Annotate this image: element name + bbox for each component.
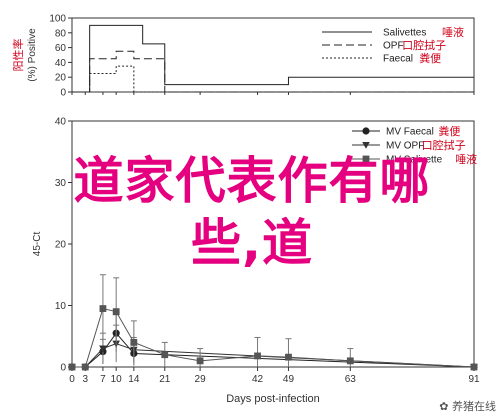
data-point-square (254, 352, 261, 360)
top-legend-label: Faecal (383, 54, 413, 65)
data-point-square (161, 351, 169, 359)
bottom-x-tick-label: 29 (195, 374, 207, 385)
data-point-triangle (99, 345, 107, 353)
bottom-x-tick-label: 7 (100, 374, 106, 385)
data-point-square (362, 155, 370, 163)
bottom-y-tick-label: 40 (55, 117, 67, 128)
top-y-tick-label: 20 (55, 73, 67, 84)
bottom-x-tick-label: 91 (468, 374, 480, 385)
bottom-x-tick-label: 0 (69, 374, 75, 385)
bottom-legend-label: MV Salivette (386, 155, 443, 166)
bottom-legend-label-cn: 唾液 (455, 152, 477, 166)
watermark-text: 养猪在线 (452, 400, 496, 413)
top-legend-label-cn: 粪便 (419, 51, 441, 65)
top-y-axis-label: 阳性率 (11, 39, 25, 72)
bottom-x-tick-label: 49 (283, 374, 295, 385)
bottom-x-tick-label: 42 (252, 374, 264, 385)
top-y-tick-label: 100 (49, 14, 66, 25)
bottom-x-tick-label: 3 (82, 374, 88, 385)
data-point-square (346, 357, 354, 365)
data-point-square (112, 308, 120, 316)
top-y-axis-label-en: (%) Positive (27, 28, 38, 82)
top-legend-label: Salivettes (383, 28, 426, 39)
top-y-tick-label: 0 (60, 88, 66, 99)
top-y-tick-label: 80 (55, 28, 67, 39)
data-point-square (196, 357, 204, 365)
top-series-line (72, 50, 474, 93)
bottom-y-axis-label: 45-Ct (32, 232, 43, 257)
data-point-square (81, 363, 89, 371)
watermark-icon: ✿ (439, 400, 449, 413)
bottom-legend-label-cn: 口腔拭子 (422, 138, 466, 152)
top-y-tick-label: 40 (55, 58, 67, 69)
data-point-square (285, 353, 292, 361)
top-legend-label: OPF (383, 41, 404, 52)
bottom-x-tick-label: 14 (128, 374, 140, 385)
data-point-square (99, 305, 107, 312)
bottom-legend-label: MV OPF (386, 141, 424, 152)
data-point-triangle (362, 142, 370, 149)
watermark: ✿ 养猪在线 (439, 398, 496, 414)
bottom-x-tick-label: 21 (159, 374, 171, 385)
bottom-y-tick-label: 20 (55, 240, 67, 251)
top-legend-label-cn: 口腔拭子 (402, 38, 446, 52)
top-legend-label-cn: 唾液 (442, 25, 464, 39)
data-point-square (68, 363, 76, 371)
bottom-y-tick-label: 0 (60, 363, 66, 374)
top-series-line (72, 65, 474, 93)
data-point-circle (362, 127, 370, 135)
bottom-y-tick-label: 30 (55, 178, 67, 189)
data-point-square (130, 339, 138, 346)
data-point-square (470, 363, 478, 371)
top-y-tick-label: 60 (55, 43, 67, 54)
bottom-x-tick-label: 63 (345, 374, 357, 385)
bottom-x-tick-label: 10 (111, 374, 123, 385)
bottom-x-axis-label: Days post-infection (226, 393, 320, 405)
bottom-legend-label: MV Faecal (386, 127, 434, 138)
bottom-legend-label-cn: 粪便 (438, 124, 460, 138)
bottom-y-tick-label: 10 (55, 301, 67, 312)
